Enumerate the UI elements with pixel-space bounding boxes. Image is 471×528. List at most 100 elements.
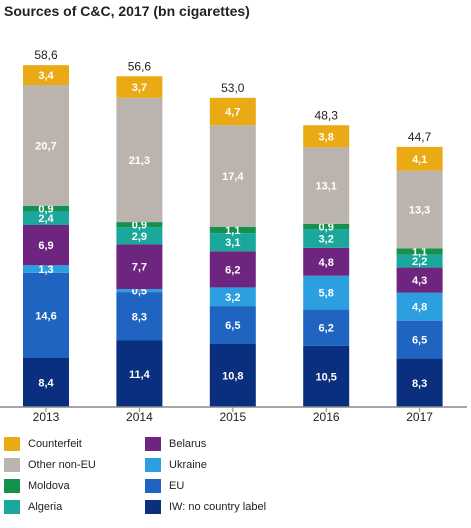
bar-segment-other-non-eu-2015 xyxy=(209,125,256,227)
legend-swatch xyxy=(4,479,20,493)
x-tick-label: 2017 xyxy=(406,410,433,424)
bar-segment-counterfeit-2013 xyxy=(23,65,69,85)
bar-segment-eu-2013 xyxy=(23,272,69,358)
data-label: 4,7 xyxy=(225,107,240,119)
bar-segment-moldova-2015 xyxy=(209,226,256,234)
data-label: 13,1 xyxy=(315,181,336,193)
bar-segment-algeria-2017 xyxy=(396,254,443,268)
legend-label: Ukraine xyxy=(169,459,207,471)
bar-segment-iw-no-country-label-2013 xyxy=(23,358,69,407)
data-label: 2,4 xyxy=(38,213,54,225)
data-label: 6,5 xyxy=(412,335,427,347)
bar-segment-counterfeit-2017 xyxy=(396,146,443,171)
data-label: 4,1 xyxy=(412,154,427,166)
legend-swatch xyxy=(145,458,161,472)
data-label: 1,3 xyxy=(38,264,53,276)
legend-swatch xyxy=(4,458,20,472)
data-label: 1,1 xyxy=(225,225,240,237)
bar-segment-moldova-2013 xyxy=(23,205,69,211)
data-label: 8,4 xyxy=(38,378,54,390)
data-label: 6,2 xyxy=(319,323,334,335)
legend-label: Algeria xyxy=(28,501,63,513)
data-label: 6,9 xyxy=(38,240,53,252)
bar-segment-iw-no-country-label-2017 xyxy=(396,358,443,407)
data-label: 4,8 xyxy=(319,257,334,269)
data-label: 0,9 xyxy=(132,220,147,232)
bar-segment-ukraine-2013 xyxy=(23,265,69,273)
data-label: 0,9 xyxy=(38,203,53,215)
data-label: 3,2 xyxy=(319,233,334,245)
data-label: 13,3 xyxy=(409,205,430,217)
bar-segment-belarus-2014 xyxy=(116,244,163,290)
bar-segment-algeria-2015 xyxy=(209,233,256,252)
legend-swatch xyxy=(145,479,161,493)
total-label: 44,7 xyxy=(408,130,432,144)
bar-segment-counterfeit-2015 xyxy=(209,97,256,126)
x-tick-label: 2016 xyxy=(313,410,340,424)
data-label: 0,9 xyxy=(319,221,334,233)
bars-group: 8,414,61,36,92,40,920,73,458,611,48,30,5… xyxy=(23,48,443,407)
bar-segment-iw-no-country-label-2015 xyxy=(209,344,256,407)
legend: Counterfeit Belarus Other non-EU Ukraine Mol… xyxy=(0,430,471,528)
bar-segment-other-non-eu-2014 xyxy=(116,97,163,223)
chart-title: Sources of C&C, 2017 (bn cigarettes) xyxy=(4,3,250,19)
data-label: 20,7 xyxy=(35,140,56,152)
bar-segment-ukraine-2014 xyxy=(116,289,163,293)
total-label: 56,6 xyxy=(128,59,152,73)
data-label: 17,4 xyxy=(222,171,244,183)
bar-segment-algeria-2014 xyxy=(116,227,163,245)
legend-swatch xyxy=(145,437,161,451)
bar-segment-algeria-2016 xyxy=(303,229,350,248)
stacked-bar-chart: 8,414,61,36,92,40,920,73,458,611,48,30,5… xyxy=(0,48,467,424)
bar-segment-counterfeit-2014 xyxy=(116,76,163,98)
bar-segment-ukraine-2015 xyxy=(209,287,256,307)
data-label: 2,2 xyxy=(412,256,427,268)
bar-segment-moldova-2017 xyxy=(396,248,443,255)
bar-segment-ukraine-2016 xyxy=(303,275,350,310)
legend-label: IW: no country label xyxy=(169,501,267,513)
bar-segment-eu-2017 xyxy=(396,320,443,359)
total-label: 58,6 xyxy=(34,48,58,62)
data-label: 14,6 xyxy=(35,310,56,322)
data-label: 3,4 xyxy=(38,70,54,82)
total-label: 53,0 xyxy=(221,81,245,95)
bar-segment-other-non-eu-2017 xyxy=(396,170,443,249)
bar-segment-other-non-eu-2016 xyxy=(303,147,350,224)
legend-label: Moldova xyxy=(28,480,70,492)
bar-segment-moldova-2014 xyxy=(116,222,163,228)
data-label: 6,5 xyxy=(225,320,240,332)
legend-swatch xyxy=(4,500,20,514)
legend-label: Counterfeit xyxy=(28,438,82,450)
x-tick-label: 2014 xyxy=(126,410,153,424)
data-label: 3,7 xyxy=(132,82,147,94)
data-label: 4,8 xyxy=(412,302,427,314)
data-label: 21,3 xyxy=(129,155,150,167)
bar-segment-moldova-2016 xyxy=(303,223,350,230)
total-label: 48,3 xyxy=(315,108,339,122)
data-label: 10,5 xyxy=(315,371,336,383)
bar-segment-eu-2014 xyxy=(116,292,163,341)
data-label: 3,2 xyxy=(225,292,240,304)
bar-segment-eu-2016 xyxy=(303,309,350,346)
data-label: 2,9 xyxy=(132,231,147,243)
data-label: 11,4 xyxy=(129,369,151,381)
legend-label: Belarus xyxy=(169,438,207,450)
x-tick-label: 2013 xyxy=(33,410,60,424)
legend-swatch xyxy=(4,437,20,451)
x-axis-ticks: 2013 2014 2015 2016 2017 xyxy=(33,407,433,424)
legend-swatch xyxy=(145,500,161,514)
bar-segment-eu-2015 xyxy=(209,306,256,344)
bar-segment-algeria-2013 xyxy=(23,211,69,225)
bar-segment-iw-no-country-label-2016 xyxy=(303,345,350,407)
bar-segment-belarus-2015 xyxy=(209,251,256,288)
legend-label: EU xyxy=(169,480,185,492)
data-label: 1,1 xyxy=(412,247,427,259)
data-label: 3,8 xyxy=(319,131,334,143)
bar-segment-belarus-2017 xyxy=(396,267,443,293)
bar-segment-other-non-eu-2013 xyxy=(23,85,69,206)
bar-segment-ukraine-2017 xyxy=(396,292,443,321)
data-label: 10,8 xyxy=(222,371,243,383)
data-label: 7,7 xyxy=(132,262,147,274)
legend-label: Other non-EU xyxy=(28,459,96,471)
bar-segment-belarus-2016 xyxy=(303,247,350,276)
